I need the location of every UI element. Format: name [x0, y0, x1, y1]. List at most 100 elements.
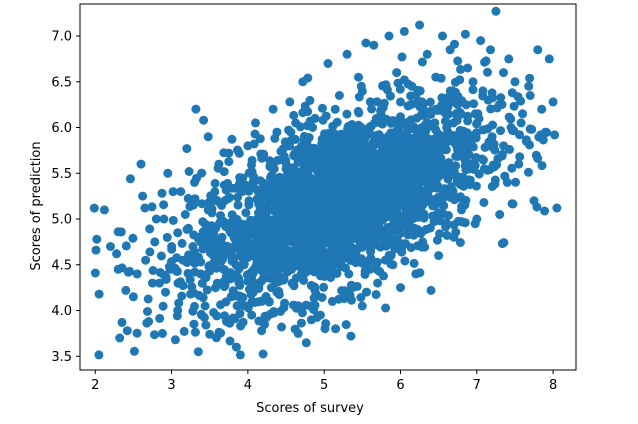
- scatter-point: [468, 77, 478, 87]
- scatter-point: [439, 95, 449, 105]
- scatter-point: [289, 110, 299, 120]
- scatter-point: [272, 237, 282, 247]
- scatter-point: [469, 99, 479, 109]
- y-tick-label: 5.0: [51, 213, 72, 228]
- scatter-point: [278, 185, 288, 195]
- scatter-point: [300, 204, 310, 214]
- scatter-point: [156, 251, 166, 261]
- scatter-point: [409, 230, 419, 240]
- x-tick-label: 4: [244, 378, 252, 393]
- scatter-point: [269, 307, 279, 316]
- scatter-point: [90, 268, 100, 278]
- scatter-point: [398, 147, 408, 157]
- scatter-point: [272, 287, 282, 297]
- scatter-point: [190, 177, 199, 187]
- scatter-point: [190, 327, 200, 337]
- scatter-point: [298, 77, 308, 87]
- scatter-point: [353, 106, 363, 116]
- scatter-point: [144, 317, 154, 326]
- scatter-point: [434, 251, 444, 261]
- scatter-point: [370, 174, 379, 184]
- scatter-point: [424, 134, 434, 144]
- scatter-point: [189, 319, 199, 329]
- scatter-point: [317, 216, 327, 226]
- scatter-point: [339, 184, 349, 194]
- scatter-point: [408, 208, 418, 218]
- scatter-point: [216, 211, 225, 221]
- scatter-point: [319, 282, 329, 292]
- scatter-point: [330, 142, 340, 152]
- scatter-point: [159, 214, 169, 224]
- scatter-point: [463, 63, 473, 73]
- x-tick-label: 2: [91, 378, 99, 393]
- scatter-point: [455, 179, 465, 189]
- scatter-point: [291, 134, 300, 144]
- scatter-point: [470, 109, 480, 119]
- scatter-point: [286, 127, 296, 137]
- scatter-point: [365, 227, 374, 237]
- scatter-point: [344, 269, 354, 279]
- scatter-point: [308, 241, 318, 251]
- scatter-point: [315, 239, 325, 249]
- scatter-point: [209, 308, 219, 317]
- scatter-point: [507, 163, 517, 173]
- scatter-point: [333, 177, 343, 187]
- scatter-point: [376, 104, 386, 114]
- scatter-point: [456, 217, 466, 227]
- scatter-point: [249, 264, 259, 274]
- scatter-point: [401, 130, 411, 140]
- scatter-point: [183, 223, 193, 233]
- scatter-point: [225, 336, 235, 346]
- scatter-point: [210, 187, 220, 197]
- scatter-point: [499, 68, 508, 78]
- scatter-point: [196, 269, 206, 279]
- scatter-point: [186, 289, 196, 299]
- scatter-point: [157, 328, 167, 338]
- scatter-point: [515, 152, 525, 162]
- scatter-point: [548, 97, 558, 107]
- scatter-point: [506, 123, 516, 132]
- scatter-point: [155, 313, 165, 323]
- scatter-point: [453, 100, 463, 110]
- scatter-point: [400, 256, 410, 266]
- scatter-point: [292, 224, 302, 234]
- scatter-point: [366, 253, 376, 263]
- scatter-point: [132, 269, 142, 279]
- scatter-point: [487, 182, 497, 191]
- scatter-point: [279, 275, 289, 285]
- scatter-point: [499, 238, 509, 248]
- scatter-point: [317, 103, 327, 113]
- scatter-point: [225, 274, 235, 284]
- scatter-point: [497, 100, 507, 110]
- scatter-point: [452, 112, 462, 121]
- scatter-point: [222, 317, 231, 326]
- scatter-point: [419, 213, 429, 223]
- scatter-point: [293, 328, 303, 338]
- scatter-point: [177, 291, 187, 301]
- scatter-point: [306, 315, 316, 325]
- scatter-point: [268, 160, 278, 170]
- scatter-point: [403, 101, 413, 111]
- scatter-point: [527, 124, 537, 134]
- scatter-point: [233, 192, 243, 202]
- scatter-point: [199, 313, 209, 322]
- scatter-point: [395, 229, 405, 239]
- scatter-point: [332, 269, 342, 278]
- scatter-point: [493, 154, 503, 164]
- scatter-point: [203, 132, 213, 142]
- scatter-point: [386, 150, 396, 160]
- scatter-point: [94, 289, 104, 299]
- scatter-point: [330, 104, 340, 114]
- scatter-point: [409, 168, 419, 178]
- scatter-point: [179, 326, 189, 336]
- scatter-point: [311, 289, 321, 299]
- scatter-point: [518, 109, 528, 119]
- scatter-point: [397, 118, 407, 128]
- scatter-point: [235, 350, 245, 360]
- scatter-point: [243, 276, 253, 286]
- scatter-point: [346, 331, 356, 341]
- scatter-point: [382, 85, 392, 95]
- scatter-point: [407, 81, 417, 91]
- scatter-point: [401, 205, 411, 214]
- scatter-point: [260, 187, 270, 197]
